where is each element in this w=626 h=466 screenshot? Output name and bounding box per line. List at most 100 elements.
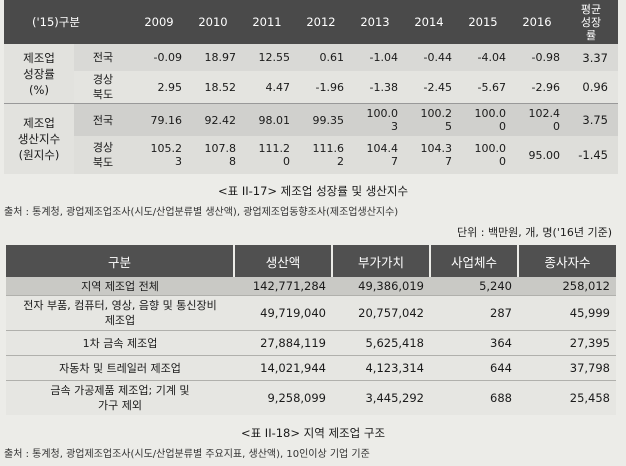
column-header: 부가가치 <box>331 245 430 277</box>
region-line: 전국 <box>92 51 114 64</box>
value-line: -5.67 <box>477 80 506 94</box>
avg-header-line: 률 <box>585 28 597 42</box>
value-cell: 12.55 <box>240 44 294 71</box>
value-cell: 20,757,042 <box>332 295 430 331</box>
value-line: -0.09 <box>153 51 182 64</box>
group-label-line: 제조업 <box>23 50 55 65</box>
value-line: 3 <box>175 155 182 168</box>
value-line: 3 <box>391 120 398 133</box>
table2-unit-note: 단위 : 백만원, 개, 명('16년 기준) <box>457 226 612 239</box>
value-cell: 14,021,944 <box>234 355 332 381</box>
value-line: -0.98 <box>531 51 560 64</box>
region-line: 경상 <box>92 73 114 86</box>
avg-cell: 3.37 <box>564 44 618 71</box>
table2-caption: <표 II-18> 지역 제조업 구조 <box>240 426 386 440</box>
value-cell: 111.2 0 <box>240 136 294 174</box>
row-name-line: 1차 금속 제조업 <box>82 336 158 350</box>
table2-source: 출처 : 통계청, 광업제조업조사(시도/산업분류별 주요지표, 생산액), 1… <box>4 449 370 460</box>
value-line: -0.44 <box>423 51 452 64</box>
year-header: 2011 <box>240 0 294 44</box>
value-line: 102.4 <box>528 107 561 120</box>
value-cell: 49,719,040 <box>234 295 332 331</box>
value-cell: 100.0 0 <box>456 136 510 174</box>
row-name-line: 제조업 <box>104 314 136 327</box>
table-row: 제조업 생산지수 (원지수) 전국 79.16 92.42 98.01 99.3… <box>4 103 618 174</box>
value-cell: -0.98 <box>510 44 564 71</box>
value-cell: -0.09 <box>132 44 186 71</box>
row-name-cell: 지역 제조업 전체 <box>6 277 234 296</box>
value-line: 18.97 <box>204 51 237 64</box>
group-label-line: 성장률 <box>23 66 55 81</box>
value-cell: 111.6 2 <box>294 136 348 174</box>
value-cell: 18.52 <box>186 71 240 104</box>
table2-header-row: 구분 생산액 부가가치 사업체수 종사자수 <box>6 245 616 277</box>
value-cell: -1.96 <box>294 71 348 104</box>
value-line: 95.00 <box>528 148 561 162</box>
group-label-line: (원지수) <box>18 148 60 162</box>
value-cell: 27,395 <box>518 330 616 356</box>
value-line: -4.04 <box>477 51 506 64</box>
manufacturing-structure-table: 구분 생산액 부가가치 사업체수 종사자수 지역 제조업 전체 142,771,… <box>6 245 616 415</box>
value-cell: 3,445,292 <box>332 380 430 415</box>
value-cell: 258,012 <box>518 277 616 296</box>
region-cell: 전국 <box>74 103 132 136</box>
growth-index-table: ('15)구분 2009 2010 2011 2012 2013 2014 20… <box>4 0 618 174</box>
value-line: 0 <box>499 155 506 168</box>
value-line: 104.3 <box>420 142 453 155</box>
value-line: 12.55 <box>258 51 291 64</box>
row-name-line: 금속 가공제품 제조업; 기계 및 <box>50 384 190 397</box>
value-cell: 688 <box>430 380 518 415</box>
value-cell: -4.04 <box>456 44 510 71</box>
table-row: 금속 가공제품 제조업; 기계 및 가구 제외 9,258,099 3,445,… <box>6 380 616 415</box>
value-cell: 25,458 <box>518 380 616 415</box>
value-cell: 37,798 <box>518 355 616 381</box>
group-label-line: 제조업 <box>23 116 55 130</box>
row-name-line: 지역 제조업 전체 <box>81 279 159 293</box>
value-cell: 9,258,099 <box>234 380 332 415</box>
value-line: 79.16 <box>150 113 183 127</box>
value-line: 107.8 <box>204 142 237 155</box>
region-cell: 경상 북도 <box>74 136 132 174</box>
value-cell: 5,240 <box>430 277 518 296</box>
table-row: 자동차 및 트레일러 제조업 14,021,944 4,123,314 644 … <box>6 355 616 381</box>
value-cell: 104.3 7 <box>402 136 456 174</box>
value-cell: 99.35 <box>294 103 348 136</box>
table1-source: 출처 : 통계청, 광업제조업조사(시도/산업분류별 생산액), 광업제조업동향… <box>4 207 399 218</box>
value-line: 2 <box>337 155 344 168</box>
column-header: 사업체수 <box>429 245 518 277</box>
value-cell: 49,386,019 <box>332 277 430 296</box>
table-row: 제조업 성장률 (%) 전국 -0.09 18.97 12.55 0.61 -1… <box>4 44 618 104</box>
value-line: 100.2 <box>420 107 453 120</box>
value-line: -1.96 <box>315 80 344 94</box>
year-header: 2014 <box>402 0 456 44</box>
region-line: 전국 <box>92 113 114 127</box>
value-cell: 107.8 8 <box>186 136 240 174</box>
year-header: 2009 <box>132 0 186 44</box>
table1-caption: <표 II-17> 제조업 성장률 및 생산지수 <box>217 184 409 198</box>
value-line: 0 <box>499 120 506 133</box>
group-label: 제조업 성장률 (%) <box>4 44 74 104</box>
value-cell: 27,884,119 <box>234 330 332 356</box>
year-header: 2013 <box>348 0 402 44</box>
value-cell: 45,999 <box>518 295 616 331</box>
row-name-line: 전자 부품, 컴퓨터, 영상, 음향 및 통신장비 <box>23 299 217 312</box>
value-line: 98.01 <box>258 113 291 127</box>
region-line: 경상 <box>92 141 114 154</box>
avg-growth-header: 평균 성장 률 <box>564 0 618 44</box>
value-cell: -0.44 <box>402 44 456 71</box>
avg-cell: 3.75 <box>564 103 618 136</box>
value-cell: 5,625,418 <box>332 330 430 356</box>
avg-header-line: 성장 <box>580 15 602 29</box>
row-name-line: 가구 제외 <box>98 399 142 412</box>
value-line: 0 <box>283 155 290 168</box>
value-cell: 644 <box>430 355 518 381</box>
value-line: 100.0 <box>366 107 399 120</box>
group-label-line: (%) <box>29 82 49 97</box>
value-line: 4.47 <box>265 80 291 94</box>
table1-header-label: ('15)구분 <box>4 0 132 44</box>
column-header: 구분 <box>6 245 234 277</box>
value-cell: 95.00 <box>510 136 564 174</box>
value-line: 0 <box>553 120 560 133</box>
column-header: 생산액 <box>233 245 332 277</box>
table1-header-row: ('15)구분 2009 2010 2011 2012 2013 2014 20… <box>4 0 618 44</box>
